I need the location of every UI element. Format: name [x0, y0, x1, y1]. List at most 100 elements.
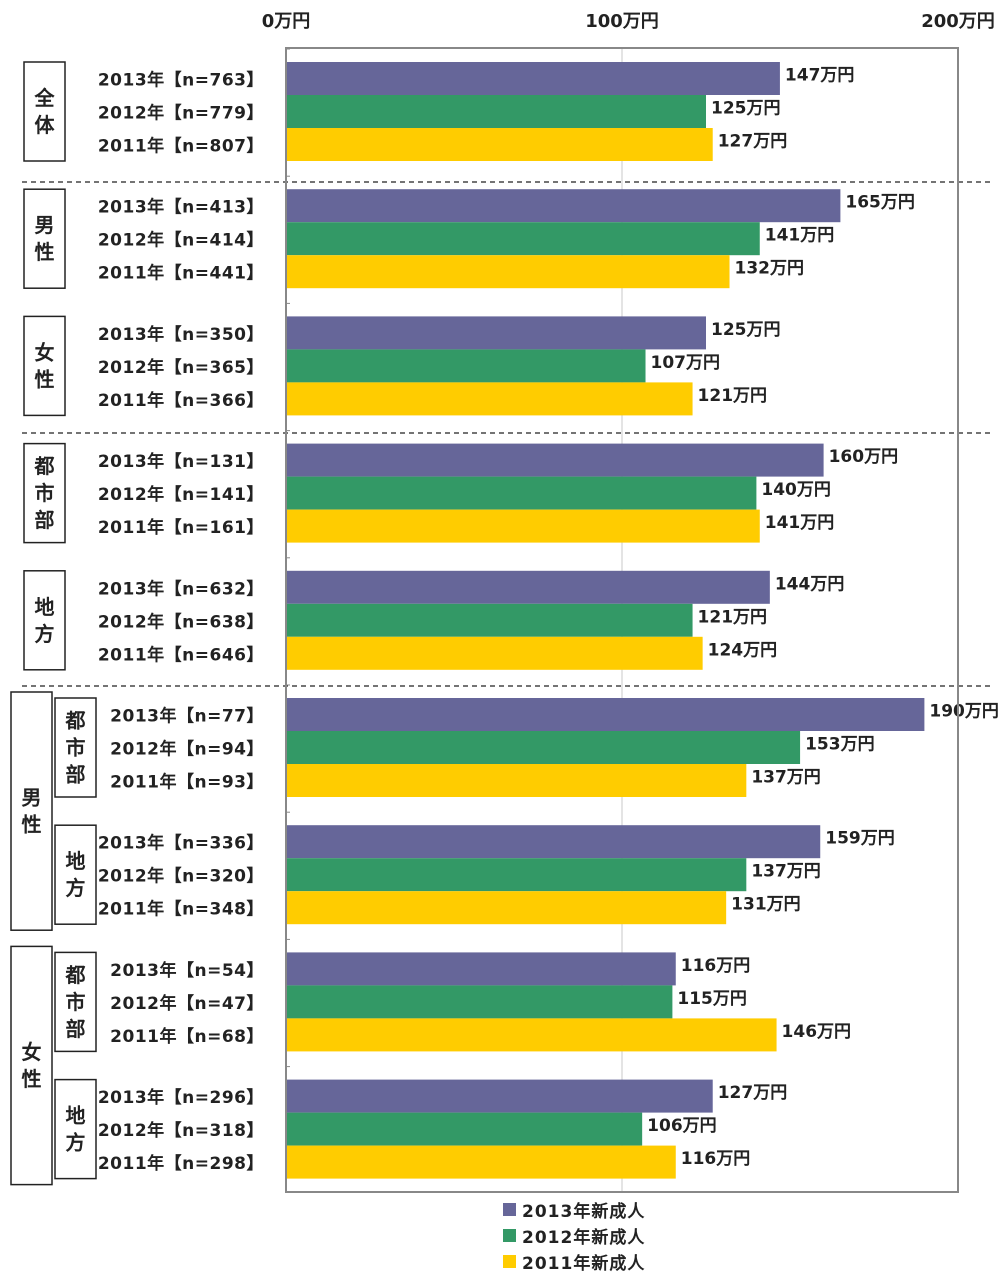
category-label-0-2013: 2013年【n=763】 — [98, 70, 264, 91]
legend-label-2013: 2013年新成人 — [522, 1201, 646, 1222]
group-label-8: 地方 — [66, 1104, 86, 1155]
bar-7-2011 — [286, 1018, 777, 1052]
category-label-7-2011: 2011年【n=68】 — [110, 1026, 264, 1047]
category-label-6-2012: 2012年【n=320】 — [98, 866, 264, 887]
category-label-5-2011: 2011年【n=93】 — [110, 772, 264, 793]
bar-1-2013 — [286, 189, 841, 223]
legend-label-2012: 2012年新成人 — [522, 1227, 646, 1248]
bar-6-2013 — [286, 825, 821, 859]
bar-2-2013 — [286, 316, 706, 350]
category-label-3-2011: 2011年【n=161】 — [98, 517, 264, 538]
bar-4-2011 — [286, 636, 703, 670]
outer-group-label-0: 男性 — [22, 786, 42, 837]
category-label-7-2012: 2012年【n=47】 — [110, 993, 264, 1014]
data-label-0-2013: 147万円 — [785, 66, 855, 86]
data-label-3-2011: 141万円 — [765, 513, 835, 533]
bar-0-2012 — [286, 95, 706, 128]
data-label-8-2011: 116万円 — [681, 1149, 751, 1169]
x-tick-label-1: 100万円 — [585, 11, 659, 32]
category-label-5-2012: 2012年【n=94】 — [110, 739, 264, 760]
group-label-2: 女性 — [35, 340, 55, 391]
bar-2-2012 — [286, 349, 646, 383]
data-label-5-2011: 137万円 — [751, 768, 821, 788]
group-box-3 — [23, 442, 66, 544]
group-label-5: 都市部 — [65, 709, 86, 787]
group-label-7: 都市部 — [65, 963, 86, 1041]
legend-swatch-2013 — [503, 1202, 516, 1216]
bar-7-2013 — [286, 952, 676, 986]
data-label-0-2012: 125万円 — [711, 99, 781, 119]
category-label-1-2013: 2013年【n=413】 — [98, 197, 264, 218]
outer-group-box-1 — [10, 945, 53, 1186]
data-label-8-2012: 106万円 — [647, 1116, 717, 1136]
category-label-8-2011: 2011年【n=298】 — [98, 1153, 264, 1174]
bar-7-2012 — [286, 985, 673, 1019]
legend: 2013年新成人 2012年新成人 2011年新成人 — [503, 1196, 645, 1274]
outer-group-box-0 — [10, 691, 53, 931]
bar-6-2011 — [286, 891, 727, 925]
data-label-5-2013: 190万円 — [929, 702, 999, 722]
category-label-5-2013: 2013年【n=77】 — [110, 706, 264, 727]
data-label-1-2013: 165万円 — [845, 193, 915, 213]
category-label-2-2012: 2012年【n=365】 — [98, 357, 264, 378]
group-box-6 — [54, 824, 97, 925]
data-label-3-2013: 160万円 — [829, 447, 899, 467]
data-label-2-2012: 107万円 — [651, 353, 721, 373]
data-label-4-2013: 144万円 — [775, 574, 845, 594]
group-label-6: 地方 — [66, 849, 86, 900]
bar-5-2012 — [286, 731, 801, 764]
category-label-0-2012: 2012年【n=779】 — [98, 103, 264, 124]
group-box-7 — [54, 951, 97, 1053]
data-label-2-2013: 125万円 — [711, 320, 781, 340]
group-label-0: 全体 — [34, 86, 56, 137]
group-label-1: 男性 — [35, 213, 55, 264]
category-label-4-2012: 2012年【n=638】 — [98, 611, 264, 632]
bar-3-2013 — [286, 443, 824, 477]
data-label-6-2012: 137万円 — [751, 862, 821, 882]
data-label-7-2013: 116万円 — [681, 956, 751, 976]
data-label-6-2013: 159万円 — [825, 829, 895, 849]
category-label-3-2012: 2012年【n=141】 — [98, 484, 264, 505]
bar-2-2011 — [286, 382, 693, 416]
bar-1-2012 — [286, 222, 760, 256]
bar-1-2011 — [286, 255, 730, 289]
bar-5-2013 — [286, 698, 925, 731]
bar-4-2013 — [286, 570, 770, 604]
category-label-6-2011: 2011年【n=348】 — [98, 899, 264, 920]
category-label-6-2013: 2013年【n=336】 — [98, 833, 264, 854]
data-label-1-2012: 141万円 — [765, 226, 835, 246]
category-label-4-2013: 2013年【n=632】 — [98, 578, 264, 599]
category-label-8-2013: 2013年【n=296】 — [98, 1087, 264, 1108]
category-label-2-2013: 2013年【n=350】 — [98, 324, 264, 345]
group-box-8 — [54, 1078, 97, 1180]
group-label-4: 地方 — [35, 595, 55, 646]
bar-6-2012 — [286, 858, 747, 892]
data-label-1-2011: 132万円 — [735, 259, 805, 279]
bar-0-2013 — [286, 62, 780, 95]
group-box-0 — [23, 61, 66, 162]
legend-label-2011: 2011年新成人 — [522, 1253, 646, 1274]
category-label-7-2013: 2013年【n=54】 — [110, 960, 264, 981]
data-label-4-2012: 121万円 — [698, 607, 768, 627]
category-label-1-2012: 2012年【n=414】 — [98, 230, 264, 251]
bar-4-2012 — [286, 603, 693, 637]
data-label-3-2012: 140万円 — [761, 480, 831, 500]
bar-8-2013 — [286, 1079, 713, 1113]
bar-3-2012 — [286, 476, 757, 510]
x-tick-label-2: 200万円 — [921, 11, 995, 32]
outer-group-label-1: 女性 — [22, 1040, 42, 1091]
category-label-8-2012: 2012年【n=318】 — [98, 1120, 264, 1141]
bar-8-2011 — [286, 1145, 676, 1179]
data-label-0-2011: 127万円 — [718, 132, 788, 152]
group-box-1 — [23, 188, 66, 289]
legend-swatch-2012 — [503, 1228, 516, 1242]
legend-item-2012: 2012年新成人 — [503, 1222, 645, 1248]
data-label-6-2011: 131万円 — [731, 895, 801, 915]
data-label-2-2011: 121万円 — [698, 386, 768, 406]
bar-3-2011 — [286, 509, 760, 543]
category-label-3-2013: 2013年【n=131】 — [98, 451, 264, 472]
bar-5-2011 — [286, 764, 747, 797]
group-box-2 — [23, 315, 66, 417]
legend-swatch-2011 — [503, 1254, 516, 1268]
data-label-5-2012: 153万円 — [805, 735, 875, 755]
